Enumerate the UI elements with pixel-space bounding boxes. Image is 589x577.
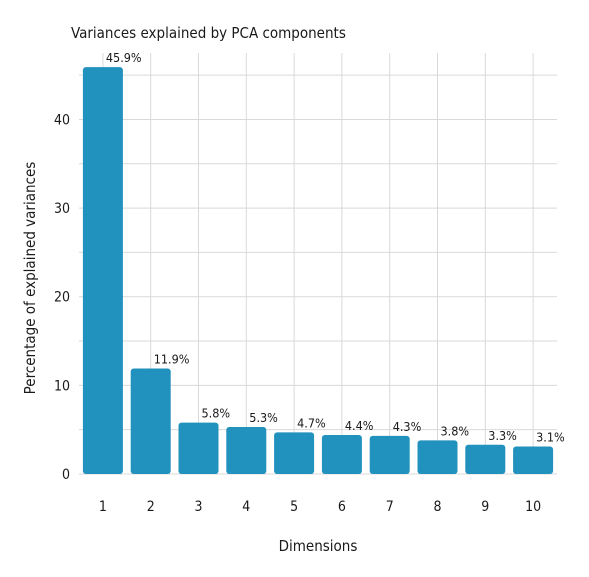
x-axis-title: Dimensions — [279, 537, 358, 555]
bar — [178, 422, 219, 474]
x-tick-label: 4 — [242, 499, 250, 515]
y-tick-label: 30 — [54, 201, 70, 217]
y-tick-label: 0 — [62, 467, 70, 483]
bar — [82, 67, 123, 474]
bar — [513, 446, 554, 474]
chart-title: Variances explained by PCA components — [71, 24, 346, 42]
y-tick-label: 40 — [54, 112, 70, 128]
data-label: 3.3% — [488, 428, 517, 443]
data-label: 5.8% — [202, 406, 231, 421]
data-label: 5.3% — [249, 410, 278, 425]
bar — [226, 427, 267, 474]
bar — [274, 432, 315, 474]
bar — [321, 435, 362, 474]
data-label: 4.3% — [393, 419, 422, 434]
y-axis-ticks: 0 10 20 30 40 — [54, 112, 70, 483]
y-axis-title: Percentage of explained variances — [21, 162, 39, 395]
data-label: 3.1% — [536, 430, 565, 445]
data-labels: 45.9% 11.9% 5.8% 5.3% 4.7% 4.4% 4.3% 3.8% 3.3% 3.… — [106, 50, 565, 444]
x-tick-label: 9 — [481, 499, 489, 515]
data-label: 3.8% — [441, 423, 470, 438]
bars — [82, 67, 554, 474]
data-label: 45.9% — [106, 50, 142, 65]
x-tick-label: 6 — [338, 499, 346, 515]
x-tick-label: 5 — [290, 499, 298, 515]
bar — [369, 435, 410, 474]
data-label: 11.9% — [154, 352, 190, 367]
data-label: 4.4% — [345, 418, 374, 433]
bar — [465, 444, 506, 474]
bar — [130, 368, 171, 474]
x-tick-label: 2 — [147, 499, 155, 515]
x-tick-label: 7 — [386, 499, 394, 515]
x-tick-label: 8 — [433, 499, 441, 515]
data-label: 4.7% — [297, 415, 326, 430]
y-tick-label: 10 — [54, 378, 70, 394]
bar — [417, 440, 458, 474]
y-tick-label: 20 — [54, 290, 70, 306]
x-tick-label: 3 — [194, 499, 202, 515]
x-tick-label: 1 — [99, 499, 107, 515]
x-tick-label: 10 — [525, 499, 541, 515]
x-axis-ticks: 1 2 3 4 5 6 7 8 9 10 — [99, 499, 541, 515]
